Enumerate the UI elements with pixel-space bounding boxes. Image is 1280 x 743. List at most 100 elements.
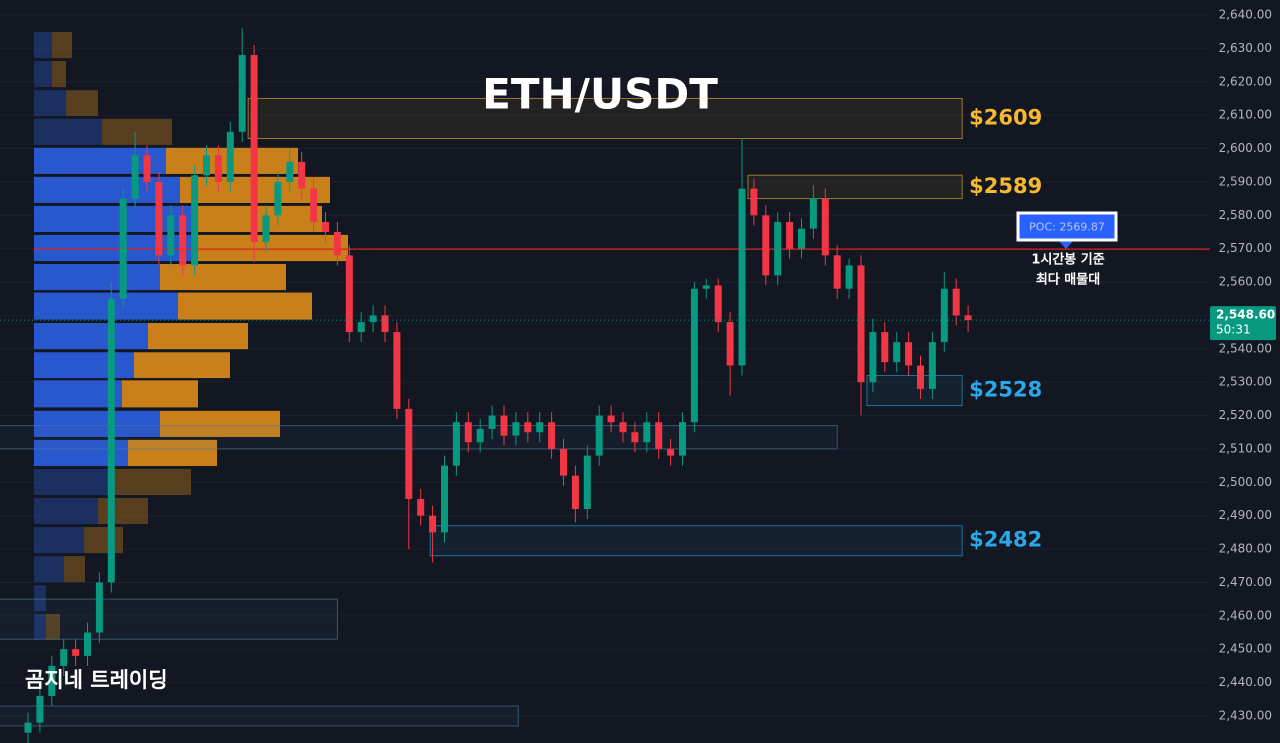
y-tick-label: 2,510.00 <box>1219 441 1272 455</box>
y-tick-label: 2,450.00 <box>1219 642 1272 656</box>
candle-body <box>619 422 627 433</box>
candle-body <box>738 188 746 366</box>
overlays: 2,430.00 2,440.00 2,450.00 2,460.00 2,470.00… <box>969 0 1280 743</box>
profile-buy-bar <box>34 61 52 88</box>
candle-body <box>512 422 520 436</box>
price-zone <box>747 174 963 200</box>
profile-sell-bar <box>198 234 348 262</box>
candle-body <box>310 188 318 222</box>
candle-body <box>107 298 115 583</box>
candle-body <box>226 131 234 182</box>
profile-buy-bar <box>34 263 160 291</box>
candle-body <box>36 695 44 723</box>
candle-body <box>667 448 675 456</box>
profile-buy-bar <box>34 323 148 350</box>
profile-sell-bar <box>134 352 230 379</box>
profile-buy-bar <box>34 31 52 59</box>
profile-buy-bar <box>34 556 64 583</box>
candle-body <box>238 55 246 132</box>
candle-body <box>476 428 484 443</box>
candle-body <box>203 155 210 176</box>
candle-body <box>441 465 448 533</box>
price-zone <box>0 425 838 450</box>
zone-label: $2528 <box>969 378 1042 402</box>
candle-body <box>536 422 544 433</box>
candle-body <box>357 322 365 333</box>
candle-body <box>274 181 282 216</box>
profile-sell-bar <box>46 613 60 640</box>
y-tick-label: 2,560.00 <box>1219 275 1272 289</box>
profile-buy-bar <box>34 497 98 525</box>
candle-body <box>131 155 139 199</box>
candle-body <box>905 342 913 366</box>
candle-body <box>631 432 639 443</box>
candle-body <box>60 649 68 666</box>
candle-body <box>726 322 734 366</box>
last-price-label: 2,548.60 <box>1216 308 1275 322</box>
profile-sell-bar <box>178 292 312 320</box>
annotation-line: 1시간봉 기준 <box>1031 252 1104 268</box>
candle-body <box>381 315 389 333</box>
countdown: 50:31 <box>1216 323 1251 337</box>
profile-buy-bar <box>34 352 134 379</box>
candle-body <box>452 422 460 466</box>
candle-body <box>774 221 782 276</box>
candle-body <box>143 155 151 182</box>
profile-sell-bar <box>108 468 191 496</box>
watermark: 곰지네 트레이딩 <box>25 668 168 692</box>
profile-buy-bar <box>34 118 102 145</box>
candle-body <box>548 422 556 449</box>
candle-body <box>286 161 294 182</box>
y-tick-label: 2,480.00 <box>1219 542 1272 556</box>
candle-body <box>369 315 377 323</box>
poc-callout <box>1016 211 1118 242</box>
candle-body <box>24 722 32 733</box>
annotation-line: 최다 매물대 <box>1036 272 1100 288</box>
candle-body <box>571 475 579 510</box>
profile-buy-bar <box>34 90 66 117</box>
zone-label: $2609 <box>969 105 1042 129</box>
candle-body <box>809 198 817 229</box>
candle-body <box>702 285 710 289</box>
profile-buy-bar <box>34 292 178 320</box>
candle-body <box>119 198 127 299</box>
chart-title: ETH/USDT <box>482 70 718 119</box>
price-zone <box>0 598 338 640</box>
price-zone <box>866 375 963 407</box>
candle-body <box>607 415 615 423</box>
y-tick-label: 2,470.00 <box>1219 575 1272 589</box>
candle-body <box>214 155 222 182</box>
y-tick-label: 2,520.00 <box>1219 408 1272 422</box>
candle-body <box>95 582 103 633</box>
candle-body <box>762 215 770 276</box>
candle-body <box>845 265 853 289</box>
price-zone <box>0 705 519 727</box>
candle-body <box>179 215 187 266</box>
profile-sell-bar <box>52 61 66 88</box>
candles <box>0 28 1210 743</box>
y-tick-label: 2,590.00 <box>1219 174 1272 188</box>
candle-body <box>72 649 80 656</box>
profile-sell-bar <box>148 323 248 350</box>
zones <box>0 97 1210 727</box>
candle-body <box>952 288 960 316</box>
candle-body <box>857 265 865 383</box>
profile-sell-bar <box>128 439 217 467</box>
candle-body <box>679 422 686 456</box>
candle-body <box>940 288 948 343</box>
candle-body <box>488 415 496 429</box>
candle-body <box>833 255 841 289</box>
y-tick-label: 2,630.00 <box>1219 41 1272 55</box>
candle-body <box>786 221 794 249</box>
last-price-badge <box>1210 306 1276 341</box>
poc-label: POC: 2569.87 <box>1029 221 1105 234</box>
zone-label: $2482 <box>969 528 1042 552</box>
candle-body <box>84 632 91 656</box>
candle-body <box>893 342 901 363</box>
profile-buy-bar <box>34 468 108 496</box>
profile-buy-bar <box>34 613 46 640</box>
profile-sell-bar <box>66 90 98 117</box>
profile-sell-bar <box>160 410 280 437</box>
